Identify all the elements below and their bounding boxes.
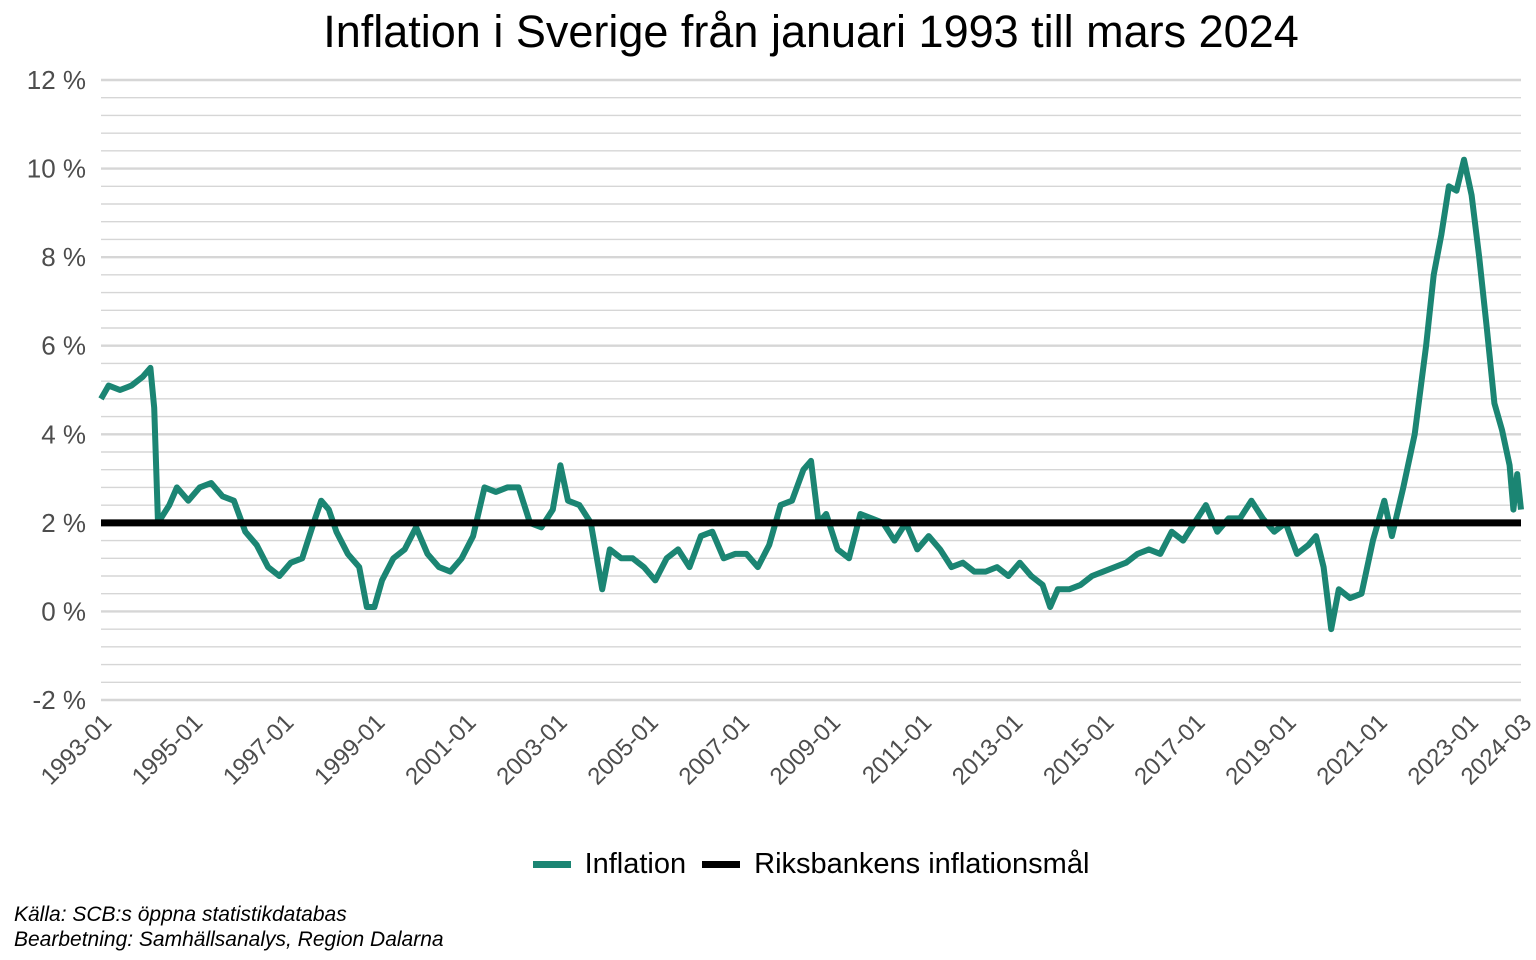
x-tick-label: 2015-01 — [1038, 709, 1119, 790]
x-tick-label: 1995-01 — [127, 709, 208, 790]
caption: Källa: SCB:s öppna statistikdatabas Bear… — [14, 902, 444, 952]
x-axis-ticks: 1993-01 1995-01 1997-01 1999-01 2001-01 2003-… — [36, 709, 1536, 790]
y-tick-label: 8 % — [41, 242, 86, 272]
legend-swatch — [702, 861, 741, 868]
y-tick-label: 4 % — [41, 419, 86, 449]
x-tick-label: 1997-01 — [218, 709, 299, 790]
y-tick-label: 10 % — [27, 154, 86, 184]
x-tick-label: 2019-01 — [1220, 709, 1301, 790]
y-tick-label: 12 % — [27, 65, 86, 95]
processing-note: Bearbetning: Samhällsanalys, Region Dala… — [14, 928, 444, 951]
x-tick-label: 2009-01 — [765, 709, 846, 790]
legend: Inflation Riksbankens inflationsmål — [0, 843, 1536, 881]
legend-label: Inflation — [584, 848, 687, 880]
legend-item-inflation: Inflation — [532, 848, 687, 881]
chart-title: Inflation i Sverige från januari 1993 ti… — [323, 6, 1299, 57]
y-axis-ticks: -2 % 0 % 2 % 4 % 6 % 8 % 10 % 12 % — [27, 65, 86, 715]
source-note: Källa: SCB:s öppna statistikdatabas — [14, 903, 347, 926]
x-tick-label: 2007-01 — [674, 709, 755, 790]
x-tick-label: 2003-01 — [491, 709, 572, 790]
x-tick-label: 2013-01 — [947, 709, 1028, 790]
x-tick-label: 2001-01 — [400, 709, 481, 790]
series-layer — [98, 156, 1524, 633]
legend-label: Riksbankens inflationsmål — [754, 848, 1090, 880]
x-tick-label: 2017-01 — [1129, 709, 1210, 790]
grid-layer — [101, 78, 1521, 702]
x-tick-label: 1999-01 — [309, 709, 390, 790]
y-tick-label: 0 % — [41, 596, 86, 626]
y-tick-label: 6 % — [41, 331, 86, 361]
legend-item-target: Riksbankens inflationsmål — [702, 848, 1089, 881]
inflation-line — [98, 156, 1524, 633]
legend-swatch — [532, 861, 571, 868]
x-tick-label: 1993-01 — [36, 709, 117, 790]
x-tick-label: 2021-01 — [1311, 709, 1392, 790]
x-tick-label: 2005-01 — [582, 709, 663, 790]
y-tick-label: -2 % — [33, 685, 86, 715]
y-tick-label: 2 % — [41, 508, 86, 538]
x-tick-label: 2011-01 — [857, 709, 937, 789]
